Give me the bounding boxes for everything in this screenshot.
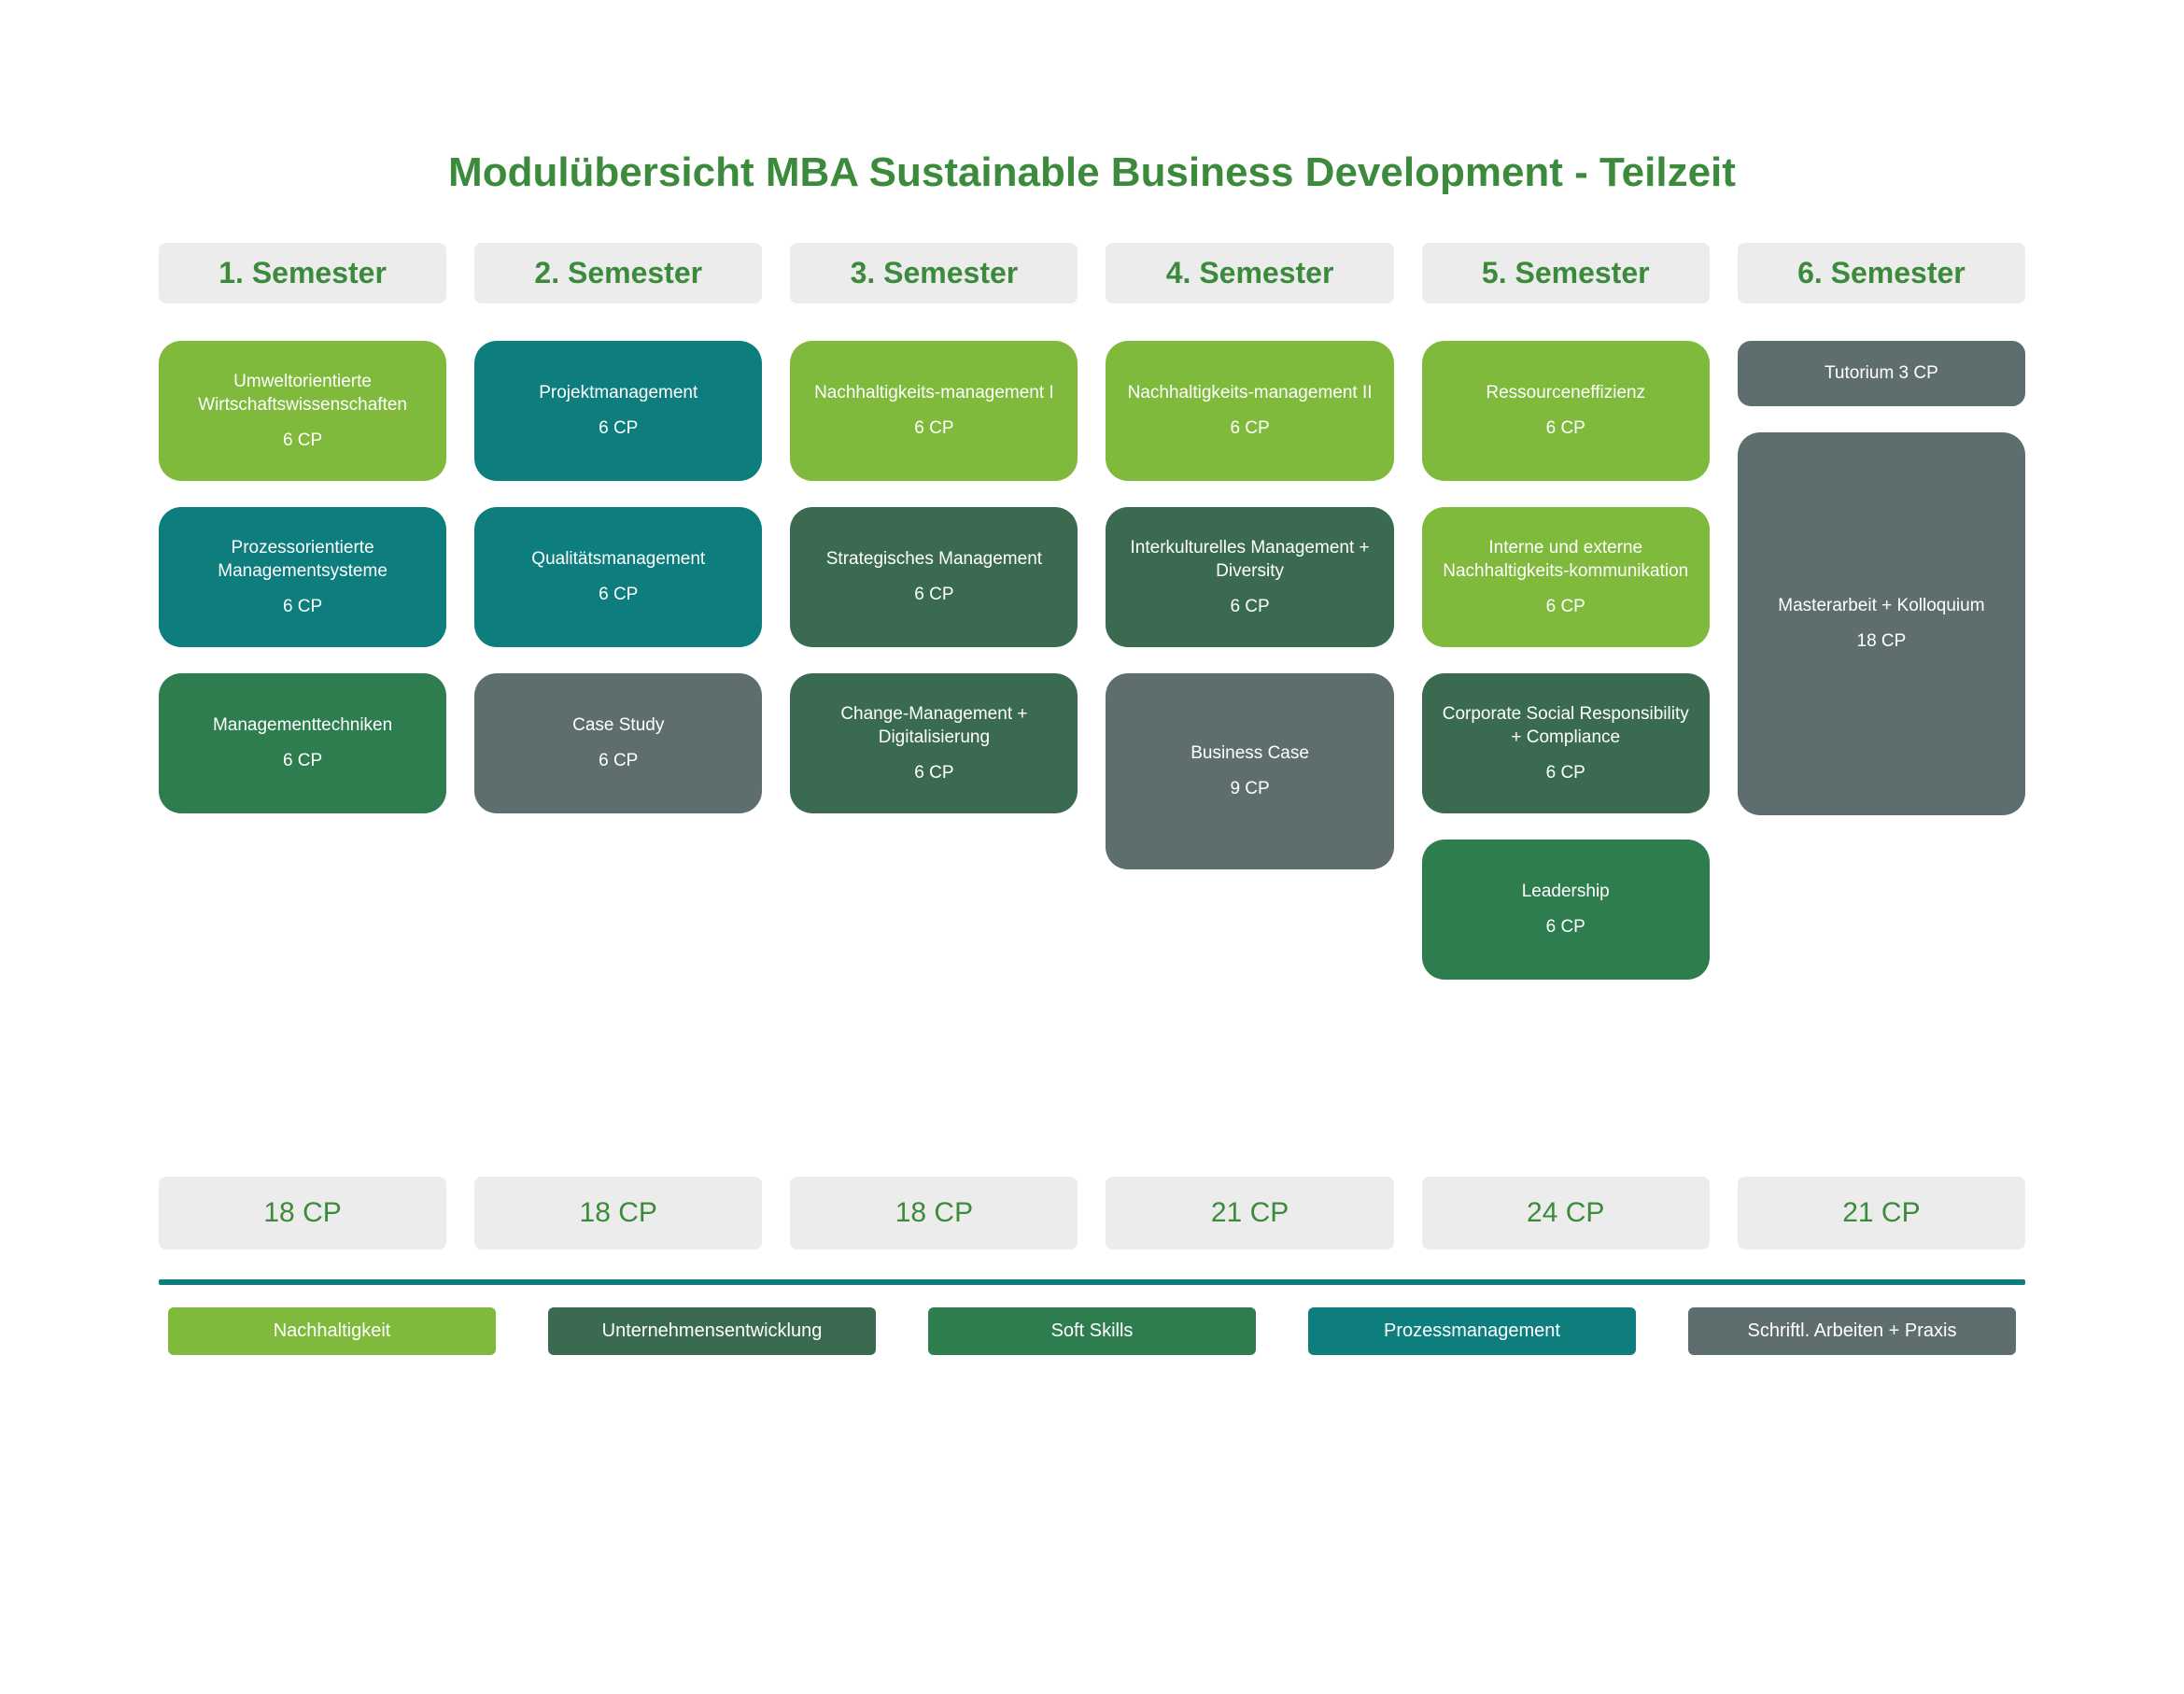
module-cp: 6 CP bbox=[599, 416, 638, 441]
module-label: Ressourceneffizienz bbox=[1486, 381, 1645, 405]
semester-total: 18 CP bbox=[159, 1177, 446, 1249]
legend-item: Prozessmanagement bbox=[1308, 1307, 1636, 1355]
module-cp: 9 CP bbox=[1230, 777, 1269, 801]
semester-column: Umweltorientierte Wirtschaftswissenschaf… bbox=[159, 341, 446, 980]
module-box: Nachhaltigkeits-management I 6 CP bbox=[790, 341, 1078, 481]
semester-header: 5. Semester bbox=[1422, 243, 1710, 304]
semester-header: 2. Semester bbox=[474, 243, 762, 304]
module-box: Business Case 9 CP bbox=[1106, 673, 1393, 869]
module-box: Interne und externe Nachhaltigkeits-komm… bbox=[1422, 507, 1710, 647]
module-cp: 6 CP bbox=[1230, 416, 1269, 441]
module-cp: 6 CP bbox=[599, 583, 638, 607]
semester-header: 3. Semester bbox=[790, 243, 1078, 304]
module-box: Masterarbeit + Kolloquium 18 CP bbox=[1738, 432, 2025, 815]
module-label: Nachhaltigkeits-management I bbox=[814, 381, 1054, 405]
module-label: Leadership bbox=[1522, 880, 1610, 904]
module-label: Managementtechniken bbox=[213, 713, 392, 738]
legend-item: Nachhaltigkeit bbox=[168, 1307, 496, 1355]
module-label: Interne und externe Nachhaltigkeits-komm… bbox=[1437, 536, 1695, 584]
module-label: Masterarbeit + Kolloquium bbox=[1778, 594, 1984, 618]
module-box: Ressourceneffizienz 6 CP bbox=[1422, 341, 1710, 481]
semester-header: 1. Semester bbox=[159, 243, 446, 304]
module-label: Nachhaltigkeits-management II bbox=[1128, 381, 1373, 405]
semester-column: Nachhaltigkeits-management I6 CPStrategi… bbox=[790, 341, 1078, 980]
module-box: Nachhaltigkeits-management II 6 CP bbox=[1106, 341, 1393, 481]
module-cp: 6 CP bbox=[914, 416, 953, 441]
semester-total: 21 CP bbox=[1106, 1177, 1393, 1249]
module-label: Corporate Social Responsibility + Compli… bbox=[1437, 702, 1695, 750]
module-box: Qualitätsmanagement 6 CP bbox=[474, 507, 762, 647]
module-label: Prozessorientierte Managementsysteme bbox=[174, 536, 431, 584]
module-box: Umweltorientierte Wirtschaftswissenschaf… bbox=[159, 341, 446, 481]
module-box: Prozessorientierte Managementsysteme 6 CP bbox=[159, 507, 446, 647]
module-box: Corporate Social Responsibility + Compli… bbox=[1422, 673, 1710, 813]
module-cp: 6 CP bbox=[1230, 595, 1269, 619]
legend-item: Soft Skills bbox=[928, 1307, 1256, 1355]
semester-total: 18 CP bbox=[790, 1177, 1078, 1249]
module-box: Projektmanagement 6 CP bbox=[474, 341, 762, 481]
legend-item: Unternehmensentwicklung bbox=[548, 1307, 876, 1355]
module-box: Change-Management + Digitalisierung 6 CP bbox=[790, 673, 1078, 813]
module-box: Managementtechniken 6 CP bbox=[159, 673, 446, 813]
semester-total: 21 CP bbox=[1738, 1177, 2025, 1249]
module-label: Tutorium 3 CP bbox=[1825, 361, 1938, 386]
module-cp: 6 CP bbox=[914, 761, 953, 785]
legend-item: Schriftl. Arbeiten + Praxis bbox=[1688, 1307, 2016, 1355]
module-cp: 6 CP bbox=[283, 595, 322, 619]
module-label: Umweltorientierte Wirtschaftswissenschaf… bbox=[174, 370, 431, 417]
module-label: Change-Management + Digitalisierung bbox=[805, 702, 1063, 750]
semester-total: 24 CP bbox=[1422, 1177, 1710, 1249]
semester-header: 4. Semester bbox=[1106, 243, 1393, 304]
module-label: Strategisches Management bbox=[826, 547, 1042, 572]
module-box: Leadership 6 CP bbox=[1422, 840, 1710, 980]
page-title: Modulübersicht MBA Sustainable Business … bbox=[159, 149, 2025, 196]
module-label: Business Case bbox=[1191, 741, 1309, 766]
module-cp: 18 CP bbox=[1857, 629, 1907, 654]
module-label: Case Study bbox=[572, 713, 664, 738]
semester-column: Tutorium 3 CP Masterarbeit + Kolloquium 18… bbox=[1738, 341, 2025, 980]
module-box: Case Study 6 CP bbox=[474, 673, 762, 813]
semester-column: Nachhaltigkeits-management II6 CPInterku… bbox=[1106, 341, 1393, 980]
module-cp: 6 CP bbox=[1546, 595, 1585, 619]
module-cp: 6 CP bbox=[283, 429, 322, 453]
module-box: Interkulturelles Management + Diversity 6… bbox=[1106, 507, 1393, 647]
module-label: Interkulturelles Management + Diversity bbox=[1120, 536, 1378, 584]
module-cp: 6 CP bbox=[599, 749, 638, 773]
module-grid: Umweltorientierte Wirtschaftswissenschaf… bbox=[159, 341, 2025, 980]
totals-row: 18 CP 18 CP 18 CP 21 CP 24 CP 21 CP bbox=[159, 1177, 2025, 1249]
module-label: Qualitätsmanagement bbox=[531, 547, 705, 572]
module-label: Projektmanagement bbox=[539, 381, 697, 405]
module-cp: 6 CP bbox=[283, 749, 322, 773]
legend-row: Nachhaltigkeit Unternehmensentwicklung Sof… bbox=[159, 1307, 2025, 1355]
divider-line bbox=[159, 1279, 2025, 1285]
module-cp: 6 CP bbox=[914, 583, 953, 607]
semester-header: 6. Semester bbox=[1738, 243, 2025, 304]
semester-column: Projektmanagement6 CPQualitätsmanagement… bbox=[474, 341, 762, 980]
module-cp: 6 CP bbox=[1546, 915, 1585, 939]
semester-header-row: 1. Semester 2. Semester 3. Semester 4. Seme… bbox=[159, 243, 2025, 304]
module-box: Strategisches Management 6 CP bbox=[790, 507, 1078, 647]
module-cp: 6 CP bbox=[1546, 416, 1585, 441]
module-cp: 6 CP bbox=[1546, 761, 1585, 785]
module-box: Tutorium 3 CP bbox=[1738, 341, 2025, 406]
semester-column: Ressourceneffizienz 6 CP Interne und exter… bbox=[1422, 341, 1710, 980]
semester-total: 18 CP bbox=[474, 1177, 762, 1249]
